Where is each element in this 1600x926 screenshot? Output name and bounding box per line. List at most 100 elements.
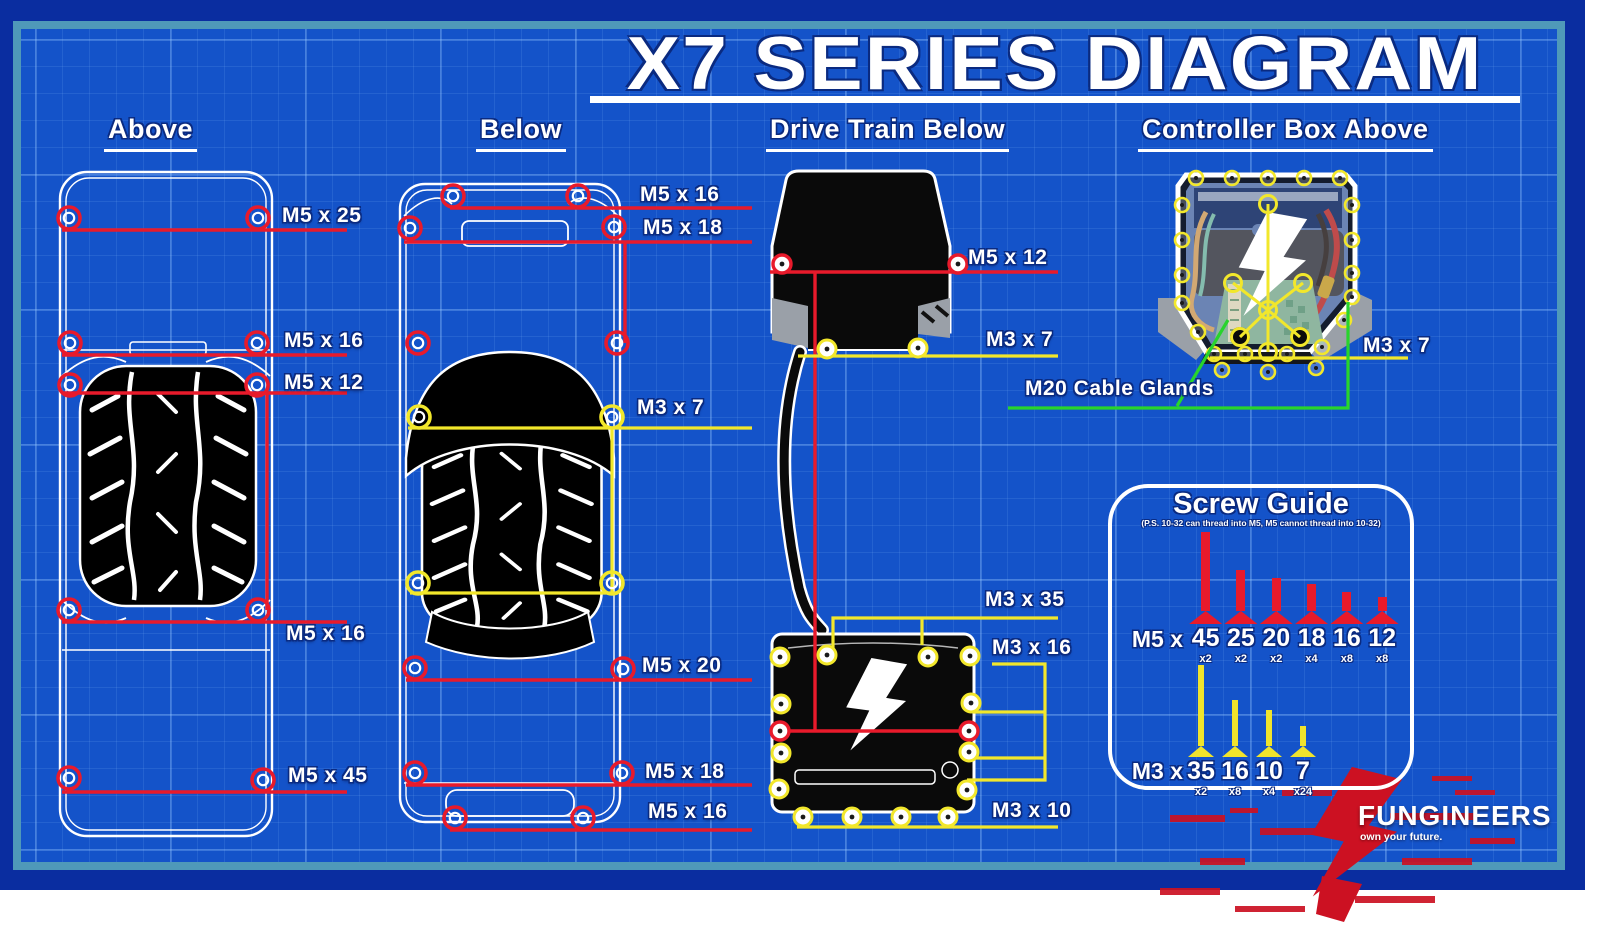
- m5-screw-icon: [1189, 532, 1223, 624]
- page-title-underline: [590, 96, 1520, 103]
- screw-guide-m3-row: 35 x2 16 x8 10 x4 7 x24: [1184, 660, 1320, 798]
- screw-marker: [1173, 294, 1191, 312]
- screw-marker: [405, 330, 431, 356]
- screw-quantity: x2: [1234, 653, 1248, 665]
- screw-label: M5 x 16: [640, 183, 720, 206]
- screw-marker: [440, 183, 466, 209]
- screw-marker: [769, 646, 791, 668]
- screw-guide-m5-row: 45 x2 25 x2 20 x2 18 x4 16 x8 12 x8: [1188, 528, 1400, 665]
- m5-screw-icon: [1330, 592, 1364, 624]
- screw-marker: [841, 806, 863, 828]
- screw-column: 10 x4: [1252, 660, 1286, 798]
- screw-label: M3 x 7: [1363, 334, 1431, 357]
- screw-column: 45 x2: [1188, 528, 1223, 665]
- m5-screw-icon: [1224, 570, 1258, 624]
- screw-column: 12 x8: [1364, 528, 1399, 665]
- below-view-drawing: [398, 182, 622, 824]
- screw-quantity: x8: [1228, 786, 1242, 798]
- screw-marker: [1187, 169, 1205, 187]
- section-title-below: Below: [476, 114, 567, 152]
- screw-quantity: x8: [1340, 653, 1353, 665]
- m5-screw-icon: [1295, 584, 1329, 624]
- below-leader-lines-red: [404, 206, 752, 832]
- brand-tagline: own your future.: [1360, 831, 1443, 843]
- screw-label: M5 x 25: [282, 204, 362, 227]
- drive-train-leader-lines-red: [770, 270, 1058, 733]
- screw-marker: [768, 778, 790, 800]
- screw-marker: [937, 806, 959, 828]
- screw-marker: [250, 767, 276, 793]
- screw-label: M3 x 7: [637, 396, 705, 419]
- screw-quantity: x4: [1305, 653, 1318, 665]
- screw-size: 12: [1368, 624, 1397, 652]
- screw-marker: [947, 253, 969, 275]
- section-title-above: Above: [104, 114, 198, 152]
- screw-marker: [816, 644, 838, 666]
- screw-column: 7 x24: [1286, 660, 1320, 798]
- cable-gland-leader-lines: [1008, 302, 1350, 410]
- screw-marker: [1189, 323, 1207, 341]
- screw-marker: [958, 741, 980, 763]
- screw-size: 25: [1227, 624, 1255, 652]
- screw-size: 7: [1296, 757, 1310, 785]
- screw-size: 18: [1297, 624, 1326, 652]
- screw-marker: [56, 765, 82, 791]
- screw-marker: [907, 337, 929, 359]
- screw-size: 20: [1262, 624, 1291, 652]
- screw-size: 45: [1191, 624, 1220, 652]
- screw-marker: [960, 692, 982, 714]
- screw-marker: [565, 183, 591, 209]
- screw-quantity: x24: [1293, 786, 1313, 798]
- screw-guide-subtitle: (P.S. 10-32 can thread into M5, M5 canno…: [1141, 518, 1381, 528]
- screw-label: M5 x 16: [284, 329, 364, 352]
- screw-label: M5 x 18: [645, 760, 725, 783]
- screw-marker: [1259, 363, 1277, 381]
- screw-quantity: x2: [1199, 653, 1212, 665]
- screw-marker: [1343, 288, 1361, 306]
- screw-marker: [1213, 361, 1231, 379]
- drive-train-drawing: [770, 169, 976, 814]
- screw-marker: [1307, 359, 1325, 377]
- screw-marker: [770, 693, 792, 715]
- screw-marker: [1313, 338, 1331, 356]
- screw-marker: [56, 597, 82, 623]
- m3-screw-icon: [1188, 665, 1214, 757]
- screw-marker: [570, 805, 596, 831]
- screw-quantity: x2: [1194, 786, 1208, 798]
- screw-label: M5 x 12: [284, 371, 364, 394]
- screw-label: M5 x 12: [968, 246, 1048, 269]
- screw-size: 16: [1221, 757, 1249, 785]
- screw-column: 16 x8: [1329, 528, 1364, 665]
- above-view-drawing: [58, 170, 274, 838]
- screw-size: 10: [1255, 757, 1283, 785]
- screw-marker: [917, 646, 939, 668]
- m3-screw-icon: [1256, 710, 1282, 757]
- screw-marker: [1173, 266, 1191, 284]
- screw-marker: [816, 338, 838, 360]
- brand-logo-text: FUNGINEERS: [1358, 800, 1552, 831]
- m3-screw-icon: [1222, 700, 1248, 757]
- screw-column: 20 x2: [1259, 528, 1294, 665]
- screw-marker: [442, 805, 468, 831]
- section-title-drive-train: Drive Train Below: [766, 114, 1010, 152]
- m3-screw-icon: [1290, 726, 1316, 757]
- screw-marker: [1331, 169, 1349, 187]
- above-leader-lines: [62, 228, 347, 794]
- screw-column: 25 x2: [1223, 528, 1258, 665]
- m5-screw-icon: [1365, 597, 1399, 624]
- page-title: X7 SERIES DIAGRAM: [626, 21, 1484, 105]
- drive-train-leader-lines-yellow: [797, 354, 1058, 829]
- screw-marker: [1223, 169, 1241, 187]
- screw-marker: [1343, 264, 1361, 282]
- screw-marker: [402, 655, 428, 681]
- screw-label: M5 x 16: [286, 622, 366, 645]
- fungineers-logo-mark: [1160, 764, 1515, 922]
- screw-quantity: x8: [1376, 653, 1389, 665]
- screw-label: M5 x 18: [643, 216, 723, 239]
- screw-marker: [1343, 196, 1361, 214]
- screw-marker: [56, 205, 82, 231]
- screw-label: M3 x 16: [992, 636, 1072, 659]
- screw-marker: [769, 720, 791, 742]
- m5-row-label: M5 x: [1131, 626, 1183, 652]
